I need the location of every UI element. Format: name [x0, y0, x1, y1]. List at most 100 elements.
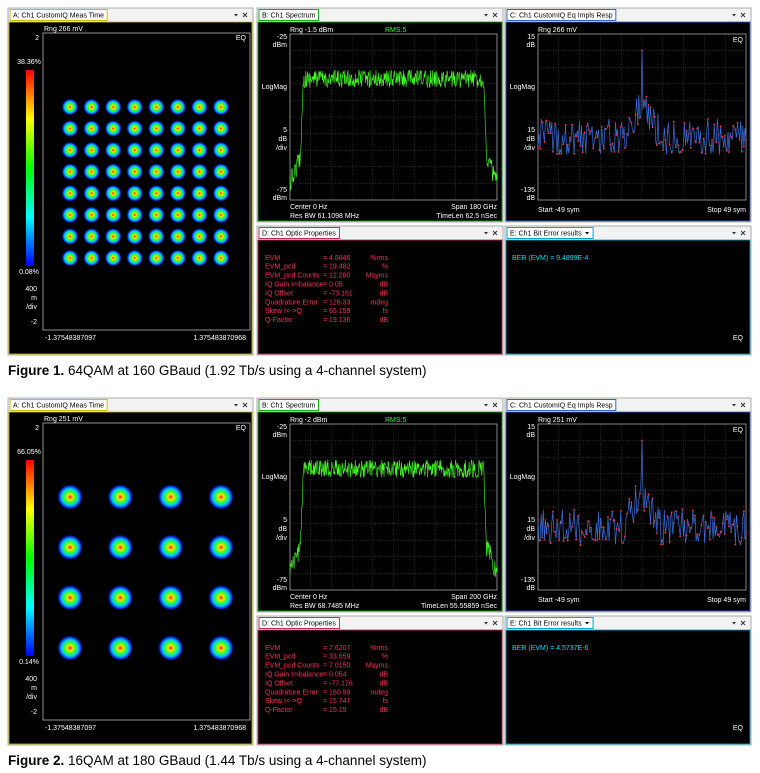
panel-tab[interactable] [506, 227, 594, 239]
constellation-point [104, 227, 122, 245]
property-name: IQ Offset [265, 290, 293, 297]
impulse-marker [745, 531, 747, 534]
impulse-marker [696, 533, 699, 535]
constellation-point [208, 635, 234, 661]
panel-close-icon[interactable] [740, 230, 746, 236]
impulse-marker [736, 525, 739, 528]
constellation-point [104, 249, 122, 267]
impulse-marker [573, 508, 575, 511]
y-bottom-label: -2 [31, 319, 37, 326]
property-value: = 160.99 [323, 689, 351, 696]
property-unit: fs [383, 698, 389, 705]
panel-tab[interactable] [258, 9, 319, 21]
panel-close-icon[interactable] [740, 12, 746, 18]
y-bottom-label: -75 [277, 577, 287, 584]
impulse-marker [656, 144, 658, 147]
ber-value: BER (EVM) = 4.5737E-6 [512, 645, 589, 652]
panel-menu-icon[interactable] [732, 404, 736, 407]
panel-tab[interactable] [9, 399, 108, 411]
panel-close-icon[interactable] [740, 402, 746, 408]
constellation-point [61, 184, 79, 202]
property-unit: % [382, 654, 388, 661]
div-label: /div [524, 535, 535, 542]
y-bottom-unit: dBm [273, 195, 288, 202]
tab-dropdown[interactable] [585, 232, 590, 235]
impulse-marker [543, 141, 546, 143]
x-left-label: -1.37548387097 [45, 335, 96, 342]
impulse-marker [573, 152, 575, 155]
panel-menu-icon[interactable] [484, 404, 488, 407]
panel-tab[interactable] [506, 617, 594, 629]
constellation-point [57, 534, 83, 561]
impulse-marker [694, 140, 696, 143]
property-value: = 0.054 [323, 672, 347, 679]
panel-menu-icon[interactable] [732, 622, 736, 625]
rms-label: RMS:5 [385, 417, 407, 424]
span-label: Span 180 GHz [451, 204, 497, 211]
property-unit: % [382, 264, 388, 271]
y-bottom-unit: dB [526, 585, 535, 592]
panel-close-icon[interactable] [492, 230, 498, 236]
panel-body [505, 629, 751, 745]
impulse-marker [738, 139, 741, 141]
panel-menu-icon[interactable] [732, 14, 736, 17]
impulse-marker [677, 515, 679, 518]
impulse-marker [596, 538, 599, 541]
impulse-marker [689, 526, 692, 529]
property-unit: dB [379, 672, 388, 679]
impulse-marker [558, 152, 561, 155]
constellation-point [157, 484, 184, 510]
impulse-marker [605, 538, 607, 541]
impulse-marker [726, 149, 728, 152]
impulse-marker [702, 137, 705, 140]
property-name: Q-Factor [265, 317, 293, 324]
impulse-marker [698, 533, 701, 536]
panel-close-icon[interactable] [492, 620, 498, 626]
impulse-marker [581, 532, 584, 534]
panel-close-icon[interactable] [740, 620, 746, 626]
impulse-marker [615, 527, 618, 530]
constellation-point [57, 484, 83, 510]
panel-menu-icon[interactable] [234, 404, 238, 407]
impulse-marker [666, 130, 669, 133]
panel-close-icon[interactable] [242, 12, 248, 18]
panel-tab[interactable] [506, 9, 617, 21]
impulse-marker [738, 541, 741, 543]
panel-menu-icon[interactable] [234, 14, 238, 17]
impulse-marker [692, 127, 694, 130]
constellation-point [61, 120, 79, 138]
panel-close-icon[interactable] [492, 12, 498, 18]
constellation-point [190, 206, 208, 224]
y-top-label: 2 [35, 35, 39, 42]
panel-menu-icon[interactable] [484, 232, 488, 235]
y-bottom-label: -75 [277, 187, 287, 194]
panel-tab[interactable] [258, 399, 319, 411]
panel-close-icon[interactable] [492, 402, 498, 408]
impulse-marker [626, 133, 628, 135]
constellation-point [83, 163, 101, 181]
constellation-point [107, 584, 134, 611]
range-label: Rng 251 mV [538, 417, 577, 424]
panel-tab[interactable] [506, 399, 617, 411]
impulse-marker [639, 492, 641, 495]
panel-tab[interactable] [9, 9, 108, 21]
panel-tab[interactable] [258, 617, 340, 629]
panel-menu-icon[interactable] [484, 14, 488, 17]
impulse-marker [634, 114, 637, 116]
property-name: IQ Offset [265, 680, 293, 687]
panel-menu-icon[interactable] [732, 232, 736, 235]
panel-tab[interactable] [258, 227, 340, 239]
impulse-marker [611, 142, 614, 145]
impulse-marker [647, 104, 650, 106]
constellation-point [126, 141, 144, 159]
scale-label: 5 [283, 517, 287, 524]
panel-close-icon[interactable] [242, 402, 248, 408]
impulse-marker [552, 150, 554, 153]
impulse-marker [564, 123, 567, 126]
constellation-point [57, 584, 83, 611]
tab-dropdown[interactable] [585, 622, 590, 625]
impulse-marker [658, 516, 660, 519]
impulse-marker [577, 514, 580, 517]
y-top-unit: dBm [273, 42, 288, 49]
panel-menu-icon[interactable] [484, 622, 488, 625]
